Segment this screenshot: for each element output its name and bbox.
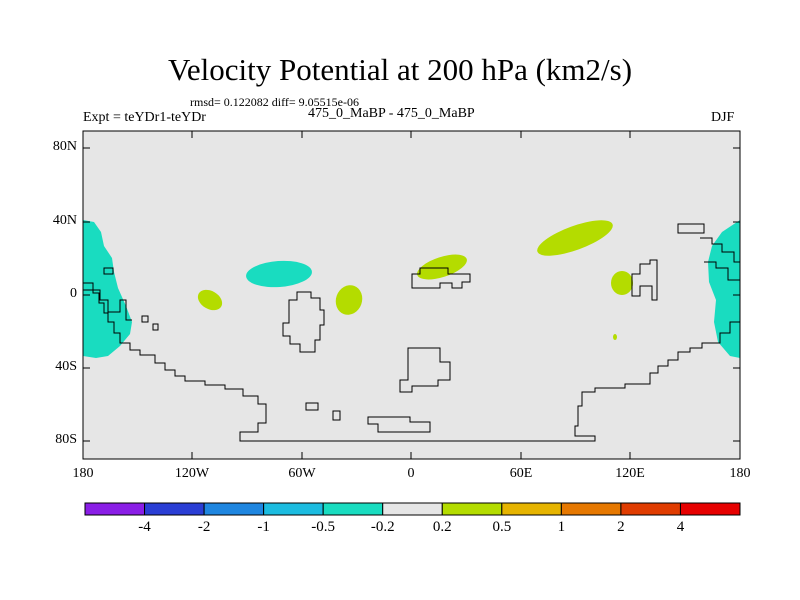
longitude-label: 0 [407, 466, 415, 481]
longitude-label: 180 [729, 466, 751, 481]
latitude-label: 80S [55, 432, 77, 447]
coast-islands-2 [152, 323, 159, 331]
colorbar-tick-label: 0.5 [492, 519, 512, 535]
anomaly-pacific-tropical [246, 260, 312, 288]
longitude-label: 120W [174, 466, 210, 481]
anomaly-africa [417, 254, 467, 280]
coast-north-left [103, 267, 114, 275]
colorbar-swatch [203, 502, 265, 516]
coast-americas-west [83, 282, 740, 442]
colorbar-tick-label: -2 [197, 519, 211, 535]
colorbar-swatch [263, 502, 324, 516]
latitude-label: 40S [55, 359, 77, 374]
longitude-label: 120E [615, 466, 645, 481]
anomaly-small-dot [613, 334, 617, 340]
coast-antarctic-shelf [367, 416, 431, 433]
colorbar-swatch [84, 502, 146, 516]
map-background [83, 131, 740, 459]
positive-anomaly-regions [197, 220, 633, 340]
colorbar [84, 502, 741, 516]
anomaly-west-pacific-left [83, 220, 132, 358]
longitude-label: 60W [288, 466, 316, 481]
coast-americas-upper [83, 289, 132, 321]
experiment-label: Expt = teYDr1-teYDr [83, 110, 206, 125]
colorbar-swatch [560, 502, 622, 516]
anomaly-indian-ocean [611, 271, 633, 295]
latitude-label: 40N [52, 213, 77, 228]
coast-africa [411, 267, 471, 289]
longitude-label: 180 [72, 466, 94, 481]
coastlines [83, 223, 740, 442]
difference-label: 475_0_MaBP - 475_0_MaBP [308, 106, 475, 121]
anomaly-asia [537, 220, 613, 256]
coast-antarctic-island [332, 410, 341, 421]
map-title: Velocity Potential at 200 hPa (km2/s) [167, 52, 633, 87]
season-label: DJF [711, 110, 735, 125]
colorbar-swatch [441, 502, 503, 516]
colorbar-swatch [501, 502, 562, 516]
axis-ticks [82, 131, 741, 459]
colorbar-tick-label: 2 [617, 519, 625, 535]
colorbar-tick-label: 0.2 [432, 519, 452, 535]
latitude-label: 0 [70, 286, 77, 301]
colorbar-tick-label: -0.5 [311, 519, 336, 535]
coast-maritime-continent [700, 237, 740, 281]
colorbar-tick-label: 1 [557, 519, 566, 535]
coast-antarctic-peninsula [305, 402, 319, 411]
anomaly-south-america [335, 285, 363, 315]
colorbar-swatch [679, 502, 741, 516]
coast-madagascar-area [399, 347, 451, 393]
coast-south-america [282, 291, 325, 353]
colorbar-swatch [620, 502, 681, 516]
colorbar-tick-label: 4 [676, 519, 685, 535]
longitude-label: 60E [509, 466, 533, 481]
colorbar-swatch [382, 502, 443, 516]
colorbar-swatch [144, 502, 205, 516]
coast-islands-1 [141, 315, 149, 323]
coast-australia-north [631, 259, 658, 301]
colorbar-tick-label: -1 [257, 519, 270, 535]
stats-line: rmsd= 0.122082 diff= 9.05515e-06 [190, 95, 359, 109]
colorbar-swatch [322, 502, 384, 516]
anomaly-west-pacific-right [708, 220, 740, 358]
anomaly-east-pacific [197, 289, 223, 311]
negative-anomaly-regions [83, 220, 740, 358]
coast-japan [677, 223, 705, 234]
latitude-label: 80N [52, 139, 77, 154]
colorbar-tick-label: -0.2 [370, 519, 395, 535]
colorbar-tick-label: -4 [138, 519, 151, 535]
